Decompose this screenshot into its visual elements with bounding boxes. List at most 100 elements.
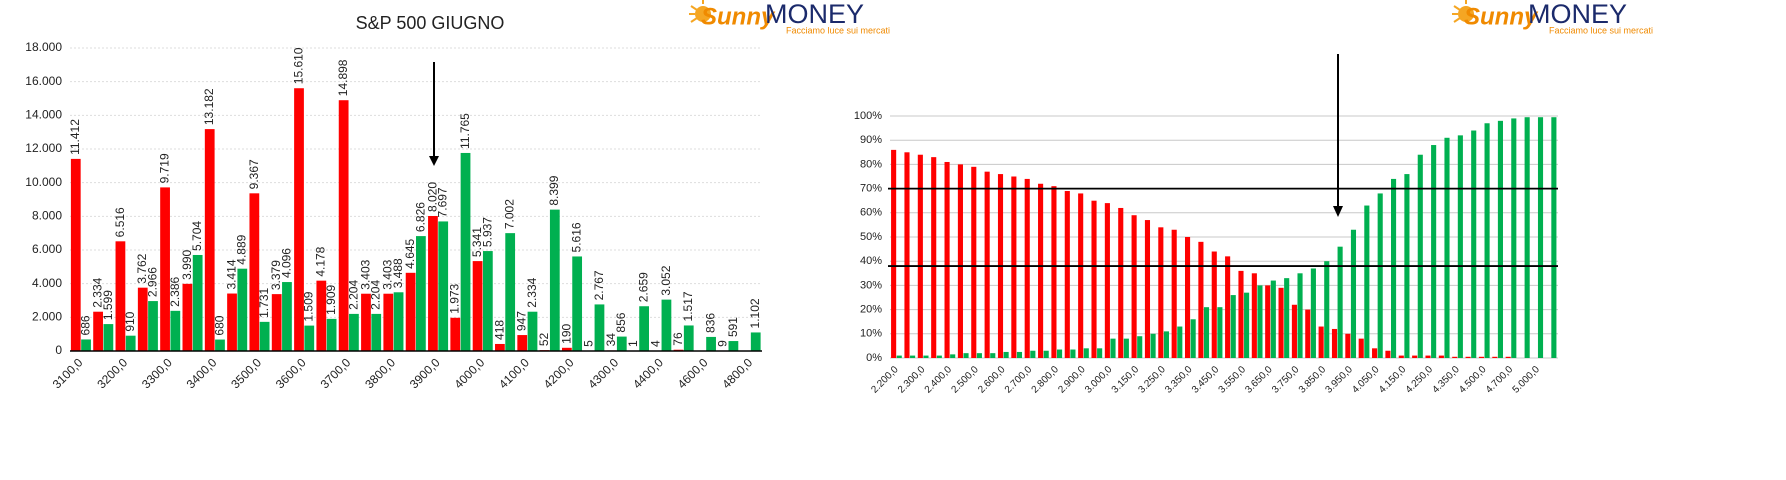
y-tick-label: 80% bbox=[860, 158, 882, 170]
x-tick-label: 4800,0 bbox=[719, 355, 755, 391]
value-label: 2.767 bbox=[592, 270, 606, 300]
value-label: 680 bbox=[212, 315, 226, 335]
y-tick-label: 18.000 bbox=[25, 40, 62, 54]
bar bbox=[125, 335, 136, 351]
value-label: 836 bbox=[703, 313, 717, 333]
bar bbox=[1438, 355, 1444, 358]
bar bbox=[192, 254, 203, 351]
x-tick-label: 4300,0 bbox=[585, 355, 621, 391]
value-label: 9.367 bbox=[247, 159, 261, 189]
x-tick-label: 3800,0 bbox=[362, 355, 398, 391]
bar bbox=[160, 187, 170, 351]
bar bbox=[572, 256, 583, 351]
bar bbox=[1070, 349, 1076, 358]
value-label: 2.334 bbox=[91, 277, 105, 307]
x-tick-label: 3300,0 bbox=[139, 355, 175, 391]
x-tick-label: 3500,0 bbox=[228, 355, 264, 391]
bar bbox=[728, 341, 739, 351]
value-label: 2.204 bbox=[346, 280, 360, 310]
bar bbox=[505, 233, 516, 351]
bar bbox=[1537, 117, 1544, 359]
value-label: 4.645 bbox=[403, 238, 417, 268]
y-tick-label: 70% bbox=[860, 183, 882, 195]
value-label: 3.414 bbox=[224, 259, 238, 289]
bar bbox=[1118, 207, 1124, 358]
logo-word: MONEY bbox=[765, 0, 864, 29]
x-tick-label: 4.350,0 bbox=[1430, 364, 1462, 396]
value-label: 13.182 bbox=[202, 88, 216, 125]
y-tick-label: 90% bbox=[860, 134, 882, 146]
bar bbox=[282, 282, 292, 351]
bar bbox=[1324, 261, 1330, 358]
bar bbox=[103, 324, 114, 351]
bar bbox=[1364, 205, 1370, 358]
bar bbox=[450, 317, 461, 351]
value-label: 1.102 bbox=[748, 298, 762, 328]
bar bbox=[971, 166, 977, 358]
bar bbox=[1270, 280, 1276, 358]
bar bbox=[639, 306, 649, 351]
bar bbox=[957, 164, 963, 358]
bar bbox=[1492, 356, 1498, 358]
bar bbox=[1345, 333, 1351, 358]
bar bbox=[182, 283, 193, 351]
bar bbox=[1505, 356, 1511, 358]
value-label: 15.610 bbox=[291, 47, 305, 84]
x-tick-label: 3.850,0 bbox=[1297, 364, 1329, 396]
bar bbox=[1478, 356, 1485, 358]
bar bbox=[70, 158, 81, 351]
y-tick-label: 0% bbox=[866, 352, 882, 364]
bar bbox=[237, 268, 248, 351]
x-tick-label: 2.400,0 bbox=[923, 364, 955, 396]
y-tick-label: 14.000 bbox=[25, 108, 62, 122]
bar bbox=[338, 100, 349, 351]
arrow-head bbox=[429, 156, 439, 166]
bar bbox=[944, 161, 950, 358]
bar bbox=[1184, 237, 1191, 358]
bar bbox=[170, 310, 181, 351]
x-tick-label: 4600,0 bbox=[675, 355, 711, 391]
bar bbox=[1104, 203, 1110, 358]
bar bbox=[1497, 120, 1503, 358]
bar bbox=[1177, 326, 1183, 358]
value-label: 5.616 bbox=[570, 222, 584, 252]
value-label: 1.909 bbox=[324, 285, 338, 315]
bar bbox=[1350, 229, 1357, 358]
bar bbox=[1217, 307, 1223, 358]
value-label: 11.765 bbox=[458, 113, 472, 149]
logo-tagline: Facciamo luce sui mercati bbox=[786, 25, 890, 35]
value-label: 52 bbox=[537, 332, 551, 346]
bar bbox=[215, 339, 225, 351]
value-label: 418 bbox=[492, 320, 506, 340]
bar bbox=[1091, 200, 1097, 358]
x-tick-label: 2.600,0 bbox=[976, 364, 1008, 396]
bar bbox=[1123, 338, 1129, 358]
y-tick-label: 20% bbox=[860, 304, 882, 316]
bar bbox=[371, 313, 382, 351]
bar bbox=[1398, 355, 1404, 358]
x-tick-label: 3700,0 bbox=[318, 355, 354, 391]
x-tick-label: 2.300,0 bbox=[896, 364, 928, 396]
bar bbox=[1452, 356, 1458, 358]
bar bbox=[1431, 145, 1437, 358]
value-label: 8.399 bbox=[547, 175, 561, 205]
logo-rays bbox=[1452, 0, 1467, 23]
bar bbox=[1011, 176, 1017, 358]
bar bbox=[984, 171, 990, 358]
y-tick-label: 60% bbox=[860, 207, 882, 219]
y-tick-label: 16.000 bbox=[25, 74, 62, 88]
y-tick-label: 40% bbox=[860, 255, 882, 267]
bar bbox=[259, 321, 270, 351]
bar bbox=[1265, 285, 1271, 358]
value-label: 3.403 bbox=[358, 259, 372, 289]
logo-sun bbox=[695, 6, 711, 22]
x-tick-label: 3.350,0 bbox=[1163, 364, 1195, 396]
value-label: 1.517 bbox=[681, 291, 695, 321]
x-tick-label: 2.500,0 bbox=[949, 364, 981, 396]
value-label: 2.966 bbox=[145, 267, 159, 297]
value-label: 6.516 bbox=[113, 207, 127, 237]
bar bbox=[1150, 333, 1156, 358]
value-label: 4.178 bbox=[314, 246, 328, 276]
logo-tagline: Facciamo luce sui mercati bbox=[1549, 25, 1653, 35]
